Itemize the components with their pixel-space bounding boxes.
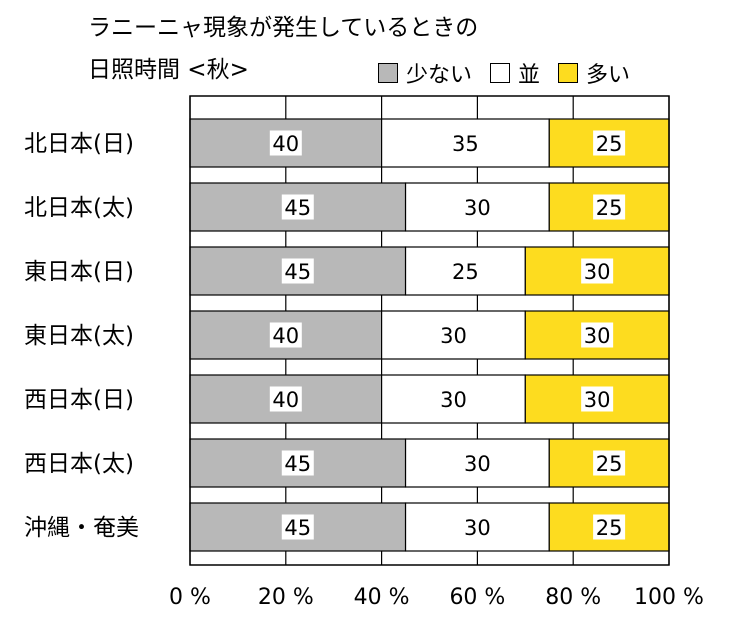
value-label-bg-3-0: [269, 322, 302, 348]
x-tick-label-5: 100 %: [634, 585, 704, 610]
legend-item-many: 多い: [558, 57, 630, 89]
labels-layer: 0 % 20 % 40 % 60 % 80 % 100 % 北日本(日) 40 35 25 北日本(…: [24, 130, 704, 610]
x-tick-label-1: 20 %: [258, 585, 314, 610]
legend-label-normal: 並: [518, 63, 541, 88]
value-label-3-2: 30: [584, 324, 611, 348]
value-label-bg-5-0: [281, 450, 314, 476]
bar-2-1: [404, 246, 526, 296]
value-label-bg-4-2: [581, 386, 614, 412]
value-label-bg-6-2: [593, 514, 626, 540]
value-label-0-2: 25: [596, 132, 623, 156]
x-tick-label-4: 80 %: [545, 585, 601, 610]
legend-item-few: 少ない: [378, 57, 472, 89]
value-label-4-2: 30: [584, 388, 611, 412]
value-label-bg-3-1: [437, 322, 470, 348]
legend: 少ない 並 多い: [378, 57, 630, 89]
bar-0-1: [381, 118, 550, 168]
x-tick-label-3: 60 %: [449, 585, 505, 610]
legend-label-many: 多い: [586, 63, 631, 88]
legend-swatch-normal: [490, 63, 511, 83]
value-label-bg-1-1: [461, 194, 494, 220]
value-label-6-0: 45: [284, 516, 311, 540]
value-label-bg-0-2: [593, 130, 626, 156]
value-label-bg-5-1: [461, 450, 494, 476]
value-label-5-0: 45: [284, 452, 311, 476]
x-tick-label-0: 0 %: [169, 585, 211, 610]
value-label-bg-6-1: [461, 514, 494, 540]
value-label-1-0: 45: [284, 196, 311, 220]
value-label-bg-0-1: [449, 130, 482, 156]
value-label-6-2: 25: [596, 516, 623, 540]
value-label-bg-2-0: [281, 258, 314, 284]
value-label-4-1: 30: [440, 388, 467, 412]
x-tick-label-2: 40 %: [354, 585, 410, 610]
value-label-2-0: 45: [284, 260, 311, 284]
plot-frame: [189, 95, 670, 566]
value-label-2-2: 30: [584, 260, 611, 284]
value-label-3-0: 40: [272, 324, 299, 348]
value-label-1-1: 30: [464, 196, 491, 220]
category-label-0: 北日本(日): [24, 131, 134, 157]
value-label-6-1: 30: [464, 516, 491, 540]
category-label-4: 西日本(日): [24, 387, 134, 413]
category-label-6: 沖縄・奄美: [24, 515, 139, 541]
value-label-bg-2-1: [449, 258, 482, 284]
value-label-2-1: 25: [452, 260, 479, 284]
value-label-bg-6-0: [281, 514, 314, 540]
value-label-4-0: 40: [272, 388, 299, 412]
chart-title-line-1: ラニーニャ現象が発生しているときの: [88, 15, 479, 41]
value-label-bg-0-0: [269, 130, 302, 156]
value-label-5-2: 25: [596, 452, 623, 476]
bar-5-0: [189, 438, 407, 488]
value-label-3-1: 30: [440, 324, 467, 348]
legend-label-few: 少ない: [406, 63, 473, 88]
value-label-bg-3-2: [581, 322, 614, 348]
value-label-bg-1-2: [593, 194, 626, 220]
value-label-bg-2-2: [581, 258, 614, 284]
chart-title-line-2: 日照時間 <秋>: [88, 57, 249, 83]
category-label-5: 西日本(太): [24, 451, 134, 477]
value-label-0-0: 40: [272, 132, 299, 156]
category-label-1: 北日本(太): [24, 195, 134, 221]
category-label-2: 東日本(日): [24, 259, 134, 285]
legend-swatch-many: [558, 63, 579, 83]
value-label-bg-4-1: [437, 386, 470, 412]
value-label-1-2: 25: [596, 196, 623, 220]
frame-layer: [189, 95, 670, 566]
legend-swatch-few: [378, 63, 398, 83]
value-label-bg-4-0: [269, 386, 302, 412]
value-label-0-1: 35: [452, 132, 479, 156]
value-label-bg-5-2: [593, 450, 626, 476]
value-label-bg-1-0: [281, 194, 314, 220]
legend-item-normal: 並: [490, 57, 540, 89]
value-label-5-1: 30: [464, 452, 491, 476]
category-label-3: 東日本(太): [24, 323, 134, 349]
